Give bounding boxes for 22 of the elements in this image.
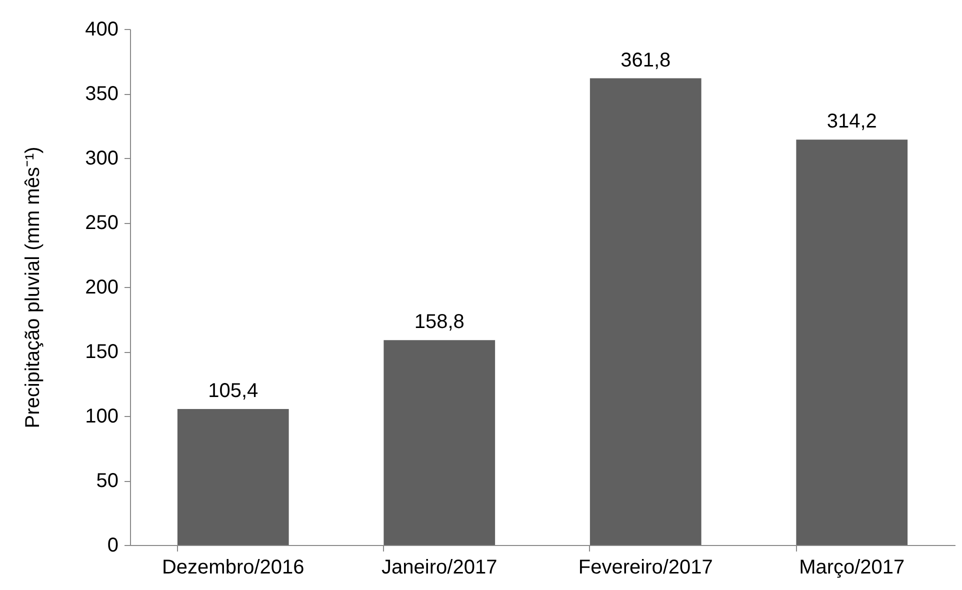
bar [384, 340, 496, 545]
bar [177, 409, 289, 545]
bar [590, 78, 702, 545]
x-tick-label: Fevereiro/2017 [578, 556, 713, 578]
y-tick-label: 150 [85, 341, 118, 363]
y-tick-label: 50 [96, 470, 118, 492]
bar [796, 140, 908, 545]
y-tick-label: 200 [85, 276, 118, 298]
x-tick-label: Janeiro/2017 [382, 556, 498, 578]
x-tick-label: Março/2017 [799, 556, 905, 578]
x-tick-label: Dezembro/2016 [162, 556, 304, 578]
y-tick-label: 100 [85, 406, 118, 428]
data-label: 361,8 [620, 49, 671, 72]
data-label: 105,4 [208, 380, 258, 402]
y-tick-label: 300 [85, 148, 118, 170]
data-label: 314,2 [826, 110, 877, 133]
y-tick-label: 400 [85, 18, 118, 40]
y-tick-label: 250 [85, 212, 118, 234]
y-axis-title: Precipitação pluvial (mm mês⁻¹) [22, 146, 44, 428]
y-tick-label: 350 [85, 83, 118, 105]
data-label: 158,8 [414, 311, 464, 334]
y-tick-label: 0 [107, 534, 118, 556]
